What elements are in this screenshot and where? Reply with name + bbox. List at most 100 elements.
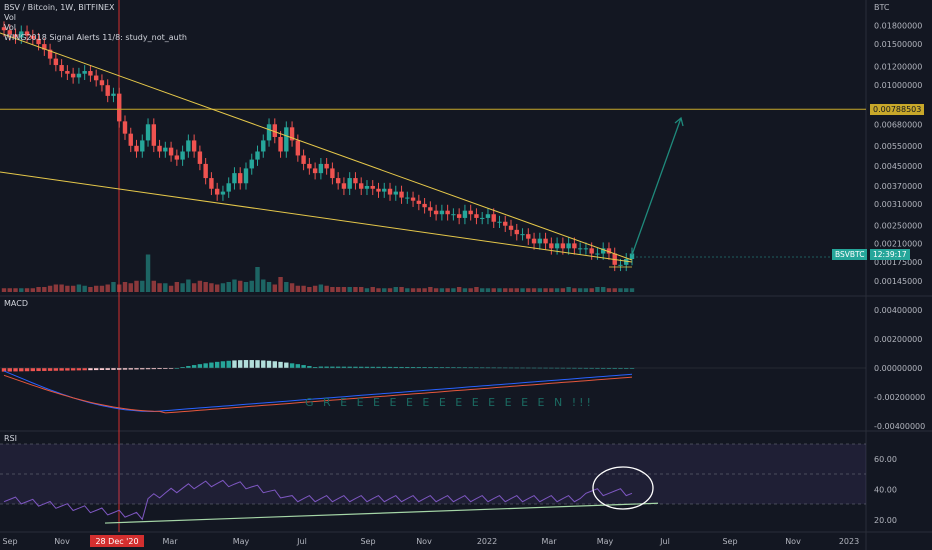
macd-histogram-bar bbox=[456, 367, 462, 369]
time-axis-label: Jul bbox=[296, 537, 307, 546]
macd-histogram-bar bbox=[214, 361, 220, 368]
volume-bar bbox=[347, 287, 352, 292]
candle-body bbox=[151, 124, 156, 146]
macd-histogram-bar bbox=[93, 368, 99, 371]
volume-bar bbox=[399, 287, 404, 292]
macd-histogram-bar bbox=[433, 367, 439, 368]
candle-body bbox=[474, 214, 479, 218]
candle-body bbox=[243, 168, 249, 184]
volume-bar bbox=[226, 282, 231, 292]
macd-histogram-bar bbox=[439, 367, 445, 368]
macd-histogram-bar bbox=[347, 366, 352, 368]
macd-histogram-bar bbox=[612, 368, 617, 369]
volume-bar bbox=[289, 283, 295, 292]
macd-histogram-bar bbox=[376, 366, 381, 368]
volume-bar bbox=[606, 288, 612, 292]
candle-body bbox=[468, 210, 473, 215]
volume-bar bbox=[376, 288, 381, 292]
volume-bar bbox=[416, 288, 422, 292]
candle-body bbox=[491, 214, 496, 222]
volume-bar bbox=[232, 279, 237, 292]
volume-bar bbox=[554, 288, 560, 292]
volume-bar bbox=[284, 282, 289, 292]
macd-histogram-bar bbox=[324, 366, 329, 368]
symbol-title: BSV / Bitcoin, 1W, BITFINEX bbox=[4, 3, 115, 12]
volume-bar bbox=[209, 283, 214, 292]
volume-bar bbox=[410, 288, 416, 292]
volume-bar bbox=[214, 284, 220, 292]
macd-histogram-bar bbox=[30, 368, 36, 372]
volume-bar bbox=[456, 287, 462, 292]
volume-bar bbox=[549, 288, 554, 292]
candle-body bbox=[577, 248, 583, 250]
price-tick-label: 0.00450000 bbox=[874, 162, 922, 171]
macd-histogram-bar bbox=[220, 361, 226, 368]
candle-body bbox=[93, 75, 99, 81]
candle-body bbox=[163, 147, 168, 152]
candle-body bbox=[203, 163, 208, 179]
macd-histogram-bar bbox=[122, 368, 128, 370]
candle-body bbox=[47, 49, 53, 59]
price-tick-label: 0.00550000 bbox=[874, 142, 922, 151]
macd-histogram-bar bbox=[341, 366, 347, 368]
volume-bar bbox=[462, 288, 468, 292]
volume-bar bbox=[105, 284, 110, 292]
macd-tick-label: -0.00200000 bbox=[874, 393, 925, 402]
volume-bar bbox=[359, 287, 364, 292]
candle-body bbox=[514, 229, 519, 235]
macd-histogram-bar bbox=[226, 360, 231, 368]
candle-body bbox=[393, 191, 398, 195]
candle-body bbox=[347, 178, 352, 189]
volume-bar bbox=[122, 282, 128, 292]
symbol-price-tag: BSVBTC bbox=[832, 249, 868, 260]
candle-body bbox=[226, 183, 231, 192]
macd-histogram-bar bbox=[330, 366, 335, 368]
macd-histogram-bar bbox=[53, 368, 59, 371]
candle-body bbox=[537, 238, 543, 244]
volume-bar bbox=[526, 288, 531, 292]
candle-body bbox=[13, 34, 18, 38]
candle-body bbox=[422, 203, 427, 208]
volume-bar bbox=[266, 282, 272, 292]
macd-histogram-bar bbox=[163, 368, 168, 369]
volume-bar bbox=[514, 288, 519, 292]
candle-body bbox=[186, 140, 191, 152]
candle-body bbox=[341, 183, 347, 189]
volume-bar bbox=[318, 284, 324, 292]
volume-bar bbox=[566, 287, 571, 292]
macd-histogram-bar bbox=[13, 368, 18, 372]
candle-body bbox=[560, 243, 566, 249]
macd-histogram-bar bbox=[36, 368, 41, 372]
macd-histogram-bar bbox=[261, 360, 266, 368]
volume-bar bbox=[70, 285, 76, 292]
volume-bar bbox=[474, 287, 479, 292]
candle-body bbox=[168, 147, 174, 156]
rsi-tick-label: 20.00 bbox=[874, 516, 897, 525]
macd-histogram-bar bbox=[111, 368, 116, 370]
volume-bar bbox=[163, 283, 168, 292]
volume-bar bbox=[480, 288, 485, 292]
time-axis-label: 2023 bbox=[839, 537, 859, 546]
candle-body bbox=[526, 234, 531, 239]
candle-body bbox=[122, 121, 128, 134]
macd-histogram-bar bbox=[1, 368, 7, 372]
volume-bar bbox=[497, 288, 502, 292]
macd-histogram-bar bbox=[186, 366, 191, 368]
macd-histogram-bar bbox=[76, 368, 82, 371]
macd-histogram-bar bbox=[312, 367, 318, 368]
macd-histogram-bar bbox=[307, 366, 312, 368]
macd-pane-label: MACD bbox=[4, 299, 28, 308]
time-axis-label: Nov bbox=[54, 537, 70, 546]
macd-histogram-bar bbox=[42, 368, 47, 371]
candle-body bbox=[295, 140, 301, 156]
candle-body bbox=[191, 140, 197, 152]
macd-histogram-bar bbox=[209, 362, 214, 368]
volume-bar bbox=[485, 288, 491, 292]
candle-body bbox=[359, 183, 364, 189]
volume-bar bbox=[370, 287, 375, 292]
volume-bar bbox=[520, 288, 525, 292]
volume-bar bbox=[42, 287, 47, 292]
candle-body bbox=[117, 93, 122, 122]
macd-histogram-bar bbox=[387, 366, 393, 368]
